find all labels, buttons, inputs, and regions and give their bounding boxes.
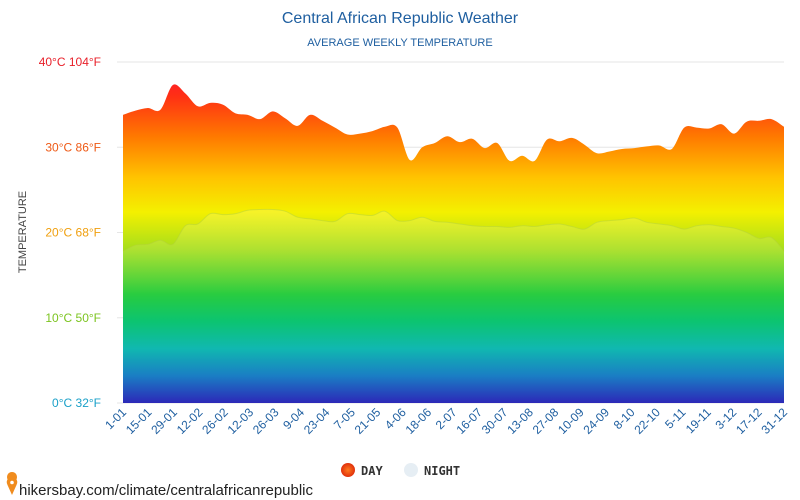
x-tick-label: 10-09	[555, 405, 587, 437]
y-tick-label: 0°C 32°F	[52, 396, 101, 410]
y-axis-label: TEMPERATURE	[17, 191, 29, 273]
legend-item-day[interactable]: DAY	[341, 463, 383, 478]
x-tick-label: 22-10	[631, 405, 663, 437]
x-tick-label: 24-09	[581, 405, 613, 437]
y-tick-label: 40°C 104°F	[39, 55, 101, 69]
x-tick-label: 29-01	[148, 405, 180, 437]
legend-day-marker	[341, 463, 355, 477]
y-axis-ticks: 40°C 104°F 30°C 86°F 20°C 68°F 10°C 50°F 0°C…	[39, 55, 101, 410]
footer-link[interactable]: hikersbay.com/climate/centralafricanrepu…	[6, 472, 314, 499]
y-tick-label: 10°C 50°F	[45, 311, 101, 325]
legend-night-marker	[404, 463, 418, 477]
night-temperature-line	[122, 208, 785, 252]
footer-url: hikersbay.com/climate/centralafricanrepu…	[19, 482, 314, 499]
y-tick-label: 20°C 68°F	[45, 226, 101, 240]
night-temperature-area	[123, 209, 784, 403]
legend-item-night[interactable]: NIGHT	[404, 463, 460, 478]
x-tick-label: 21-05	[352, 405, 384, 437]
x-tick-label: 12-03	[225, 405, 257, 437]
x-tick-label: 15-01	[123, 405, 155, 437]
x-tick-label: 16-07	[453, 405, 485, 437]
x-tick-label: 26-03	[250, 405, 282, 437]
x-tick-label: 19-11	[683, 405, 714, 436]
legend-night-label: NIGHT	[424, 464, 460, 478]
x-tick-label: 13-08	[504, 405, 536, 437]
location-pin-dot	[10, 480, 14, 485]
x-tick-label: 30-07	[479, 405, 511, 437]
x-tick-label: 23-04	[301, 405, 333, 437]
x-tick-label: 27-08	[530, 405, 562, 437]
chart-title: Central African Republic Weather	[282, 10, 519, 27]
x-tick-label: 17-12	[733, 405, 765, 437]
x-tick-label: 12-02	[174, 405, 206, 437]
x-tick-label: 31-12	[759, 405, 791, 437]
chart-subtitle: AVERAGE WEEKLY TEMPERATURE	[307, 37, 492, 49]
y-tick-label: 30°C 86°F	[45, 140, 101, 154]
x-axis-ticks: 1-0115-0129-0112-0226-0212-0326-039-0423…	[102, 405, 790, 437]
x-tick-label: 26-02	[199, 405, 231, 437]
legend-day-label: DAY	[361, 464, 383, 478]
x-tick-label: 18-06	[403, 405, 435, 437]
legend: DAY NIGHT	[341, 463, 460, 478]
